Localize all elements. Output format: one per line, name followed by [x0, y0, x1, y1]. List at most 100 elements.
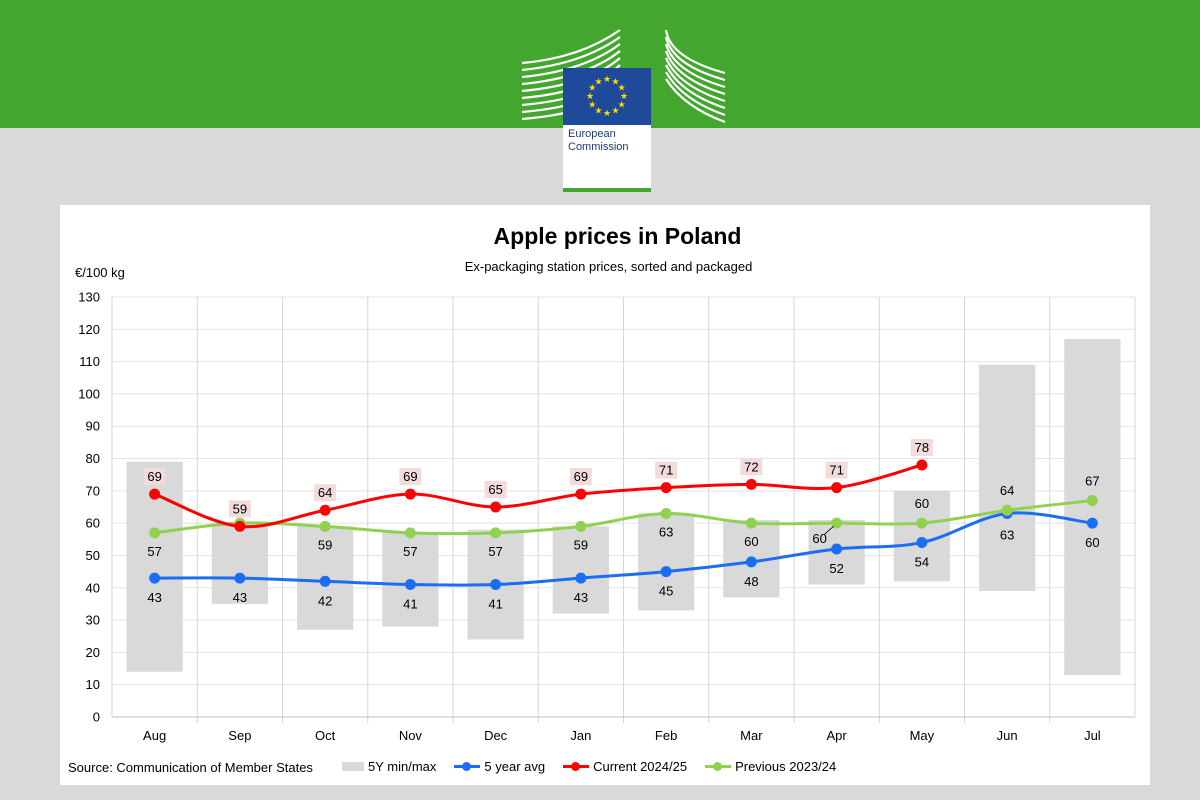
data-point	[575, 488, 587, 500]
y-tick-label: 80	[86, 451, 100, 466]
range-bar	[211, 523, 269, 604]
eu-star-icon: ★	[586, 92, 594, 102]
series-line	[154, 463, 923, 529]
eu-star-icon: ★	[588, 84, 596, 94]
data-label: 60	[915, 496, 929, 511]
data-label: 69	[574, 469, 588, 484]
data-point	[149, 572, 161, 584]
data-point	[831, 543, 843, 555]
data-point	[234, 520, 246, 532]
legend-item-avg: 5 year avg	[454, 759, 545, 774]
y-tick-label: 60	[86, 516, 100, 531]
data-label: 42	[318, 593, 332, 608]
eu-star-icon: ★	[611, 77, 619, 87]
range-bar	[978, 364, 1036, 591]
legend-label-avg: 5 year avg	[484, 759, 546, 774]
x-tick-label: May	[910, 728, 935, 743]
data-point	[1086, 517, 1098, 529]
source-note: Source: Communication of Member States	[68, 760, 313, 775]
data-label: 72	[744, 459, 758, 474]
eu-star-icon: ★	[588, 101, 596, 111]
y-axis-label: €/100 kg	[75, 265, 125, 280]
data-label: 78	[915, 440, 929, 455]
eu-flag-icon: ★ ★ ★ ★ ★ ★ ★ ★ ★ ★ ★ ★	[563, 68, 651, 125]
x-tick-label: Jan	[570, 728, 591, 743]
data-point	[745, 517, 757, 529]
x-tick-label: Jul	[1084, 728, 1101, 743]
data-label: 41	[488, 597, 502, 612]
chart-panel: 0 10 20 30 40 50 60 70 80 90 100 110 120 130 Aug Sep Oct…	[60, 205, 1150, 785]
data-point	[916, 537, 928, 549]
data-label: 45	[659, 584, 673, 599]
data-label: 54	[915, 555, 929, 570]
y-tick-label: 130	[78, 290, 100, 305]
data-point	[404, 527, 416, 539]
data-point	[149, 488, 161, 500]
x-tick-label: Mar	[740, 728, 763, 743]
eu-star-icon: ★	[594, 107, 602, 117]
data-label-box	[143, 468, 166, 486]
eu-star-icon: ★	[603, 109, 611, 119]
x-tick-label: Oct	[315, 728, 336, 743]
data-point	[660, 482, 672, 494]
legend: 5Y min/max 5 year avg Current 2024/25 Pr…	[342, 759, 836, 774]
data-label: 59	[318, 537, 332, 552]
y-tick-label: 90	[86, 419, 100, 434]
data-point	[319, 520, 331, 532]
data-point	[660, 566, 672, 578]
x-tick-label: Jun	[997, 728, 1018, 743]
eu-star-icon: ★	[603, 75, 611, 85]
data-point	[1086, 495, 1098, 507]
data-label: 57	[403, 544, 417, 559]
legend-item-previous: Previous 2023/24	[705, 759, 836, 774]
range-bar	[552, 526, 610, 614]
data-label-box	[399, 468, 422, 486]
eu-star-icon: ★	[611, 107, 619, 117]
data-point	[916, 459, 928, 471]
legend-label-current: Current 2024/25	[593, 759, 688, 774]
data-label: 52	[829, 561, 843, 576]
data-label: 64	[1000, 483, 1014, 498]
line-chart: 0 10 20 30 40 50 60 70 80 90 100 110 120 130 Aug Sep Oct…	[78, 290, 1136, 743]
data-label: 57	[147, 544, 161, 559]
data-label: 69	[403, 469, 417, 484]
data-label: 67	[1085, 474, 1099, 489]
data-label-box	[825, 461, 848, 479]
x-tick-label: Aug	[143, 728, 166, 743]
data-point	[660, 507, 672, 519]
range-bar	[637, 513, 695, 611]
data-label: 43	[574, 590, 588, 605]
data-label: 63	[1000, 527, 1014, 542]
data-point	[831, 517, 843, 529]
series-line	[154, 511, 1093, 587]
y-tick-label: 110	[79, 354, 100, 369]
data-label: 57	[488, 544, 502, 559]
data-label: 60	[812, 531, 826, 546]
y-tick-label: 100	[78, 386, 100, 401]
data-point	[575, 572, 587, 584]
data-label: 60	[744, 534, 758, 549]
data-point	[745, 556, 757, 568]
data-label-box	[484, 481, 507, 498]
data-point	[490, 579, 502, 591]
data-label-box	[910, 439, 933, 456]
data-point	[319, 504, 331, 516]
legend-swatch-range	[342, 762, 364, 771]
logo-text: European Commission	[568, 128, 629, 154]
data-label: 43	[147, 590, 161, 605]
data-label-box	[569, 468, 592, 486]
data-point	[916, 517, 928, 529]
data-label: 71	[829, 463, 843, 478]
label-leader-line	[824, 525, 834, 535]
data-label-box	[314, 484, 337, 502]
data-label: 60	[1085, 535, 1099, 550]
data-point	[490, 527, 502, 539]
eu-star-icon: ★	[594, 77, 602, 87]
data-label-box	[228, 500, 251, 518]
eu-star-icon: ★	[618, 84, 626, 94]
data-label: 63	[659, 524, 673, 539]
x-tick-label: Dec	[484, 728, 508, 743]
data-label: 59	[574, 537, 588, 552]
y-tick-label: 120	[78, 322, 100, 337]
legend-label-previous: Previous 2023/24	[735, 759, 837, 774]
